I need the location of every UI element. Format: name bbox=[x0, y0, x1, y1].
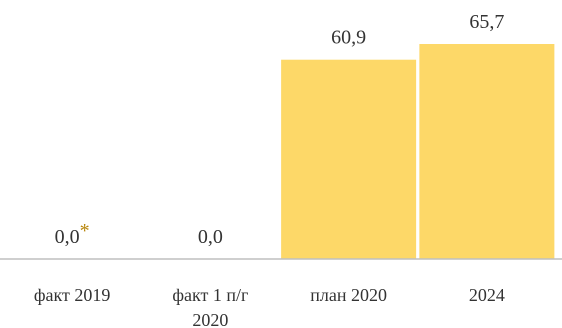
category-label-2: план 2020 bbox=[310, 285, 387, 305]
value-label-2: 60,9 bbox=[331, 27, 366, 49]
category-label-0: факт 2019 bbox=[34, 285, 111, 305]
value-label-0: 0,0* bbox=[55, 220, 90, 248]
value-label-3: 65,7 bbox=[469, 11, 504, 33]
bar-2 bbox=[281, 59, 417, 259]
category-label-3: 2024 bbox=[469, 285, 505, 305]
bar-3 bbox=[419, 44, 555, 259]
category-label-1: факт 1 п/г 2020 bbox=[172, 285, 248, 328]
footnote-marker: * bbox=[80, 220, 90, 242]
value-label-1: 0,0 bbox=[198, 226, 223, 248]
